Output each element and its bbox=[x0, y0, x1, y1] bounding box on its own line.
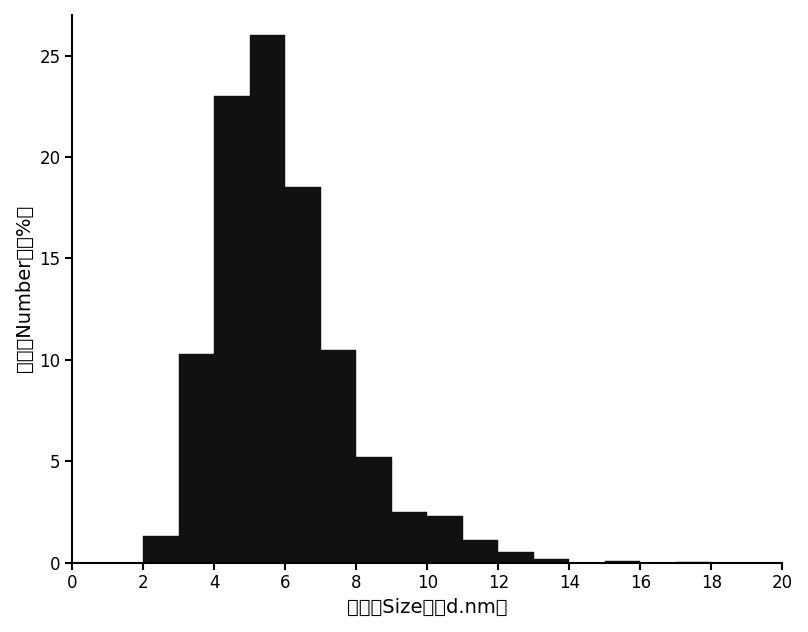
X-axis label: 尺寸（Size）（d.nm）: 尺寸（Size）（d.nm） bbox=[347, 598, 507, 617]
Bar bbox=[534, 559, 570, 562]
Bar bbox=[285, 188, 321, 562]
Bar bbox=[463, 540, 499, 562]
Bar bbox=[214, 96, 250, 562]
Bar bbox=[356, 457, 392, 562]
Bar bbox=[605, 561, 641, 562]
Bar bbox=[144, 537, 179, 562]
Bar bbox=[250, 35, 285, 562]
Y-axis label: 数目（Number）（%）: 数目（Number）（%） bbox=[15, 205, 34, 372]
Bar bbox=[179, 354, 214, 562]
Bar bbox=[499, 552, 534, 562]
Bar bbox=[427, 516, 463, 562]
Bar bbox=[392, 512, 427, 562]
Bar bbox=[321, 349, 356, 562]
